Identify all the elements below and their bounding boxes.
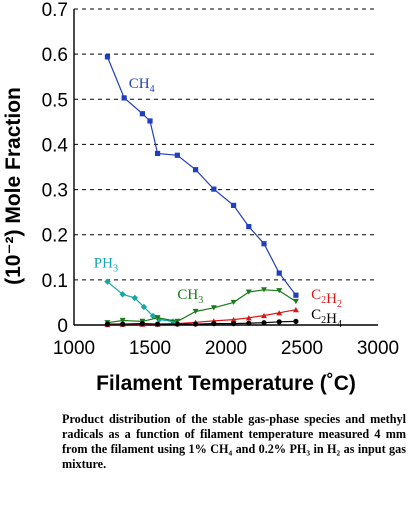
series-line-ch4	[106, 56, 297, 296]
data-point-c2h4	[231, 321, 237, 327]
data-point-c2h4	[193, 321, 199, 327]
data-point-c2h4	[261, 320, 267, 326]
series-label-c2h4: C2H4	[311, 307, 342, 330]
data-point-c2h2	[276, 310, 283, 316]
data-point-ch4	[193, 167, 199, 173]
series-label-subscript: 2	[321, 295, 326, 306]
data-point-ph3	[140, 303, 148, 311]
data-point-ph3	[119, 291, 126, 298]
data-point-ph3	[149, 312, 157, 320]
series-line-ch3	[107, 289, 297, 324]
data-point-c2h4	[276, 319, 282, 325]
series-label-subscript: 4	[337, 319, 342, 330]
x-tick-label: 2500	[281, 338, 323, 359]
y-tick-label: 0.5	[42, 90, 68, 111]
x-axis-title: Filament Temperature (˚C)	[96, 372, 356, 395]
data-point-ch3	[292, 298, 299, 305]
series-label-subscript: 2	[321, 315, 326, 326]
y-tick-label: 0.2	[42, 226, 68, 247]
series-label-base: C	[311, 287, 321, 303]
data-point-ch3	[261, 287, 267, 293]
data-point-c2h2	[261, 312, 267, 319]
data-point-c2h4	[139, 321, 145, 327]
y-tick-labels: 0 0.1 0.2 0.3 0.4 0.5 0.6 0.7	[42, 0, 69, 337]
data-point-ch4	[276, 270, 282, 276]
series-label-subscript: 2	[337, 299, 342, 310]
x-tick-label: 3000	[357, 338, 399, 359]
series-group	[104, 54, 299, 328]
data-point-ch3	[245, 289, 252, 295]
data-point-ph3	[104, 278, 111, 285]
series-label-subscript: 4	[150, 84, 155, 95]
data-point-ch4	[261, 241, 267, 247]
grid-lines	[74, 8, 378, 281]
data-point-ch4	[211, 186, 217, 192]
data-point-ch3	[154, 315, 161, 321]
data-point-ch4	[147, 118, 153, 124]
x-tick-labels: 1000 1500 2000 2500 3000	[53, 338, 399, 359]
axes	[73, 9, 378, 326]
data-point-ch3	[230, 299, 237, 306]
data-point-ch3	[119, 317, 126, 324]
y-tick-label: 0	[57, 316, 68, 337]
y-axis-title: (10⁻²) Mole Fraction	[2, 87, 25, 285]
data-point-c2h4	[174, 321, 180, 327]
data-point-ch3	[192, 308, 199, 315]
data-point-ph3	[131, 294, 138, 302]
series-label-base: CH	[129, 76, 150, 92]
data-point-ch4	[121, 95, 127, 101]
series-label-base: H	[326, 291, 337, 307]
series-label-base: PH	[94, 256, 113, 272]
series-ph3	[104, 278, 176, 325]
series-label-base: CH	[177, 287, 198, 303]
x-tick-label: 2000	[205, 338, 247, 359]
series-label-base: H	[326, 311, 337, 327]
data-point-ch4	[231, 202, 237, 208]
figure-caption: Product distribution of the stable gas-p…	[62, 412, 406, 471]
series-label-subscript: 3	[198, 295, 203, 306]
data-point-c2h4	[155, 321, 161, 327]
series-label-subscript: 3	[113, 264, 118, 275]
data-point-ch3	[276, 288, 283, 294]
series-label-base: C	[311, 307, 321, 323]
y-tick-label: 0.7	[42, 0, 68, 21]
data-point-c2h4	[246, 320, 252, 326]
series-ch3	[104, 287, 299, 326]
data-point-c2h4	[120, 321, 126, 327]
data-point-ch4	[246, 223, 252, 230]
x-tick-label: 1500	[129, 338, 171, 359]
data-point-c2h4	[293, 318, 299, 324]
data-point-ch4	[139, 111, 145, 117]
data-point-c2h4	[211, 321, 217, 327]
series-line-ph3	[107, 281, 173, 322]
series-label-ch3: CH3	[177, 287, 203, 306]
x-tick-label: 1000	[53, 338, 95, 359]
data-point-ch4	[293, 292, 299, 298]
data-point-c2h2	[292, 307, 299, 313]
series-label-c2h2: C2H2	[311, 287, 342, 310]
y-tick-label: 0.1	[42, 271, 68, 292]
y-tick-label: 0.3	[42, 181, 68, 202]
data-point-ch4	[155, 150, 161, 157]
data-point-c2h2	[230, 316, 237, 323]
y-tick-label: 0.6	[42, 45, 68, 66]
data-point-c2h4	[104, 321, 111, 327]
y-tick-label: 0.4	[42, 135, 69, 156]
series-label-ph3: PH3	[94, 256, 118, 275]
data-point-ch4	[174, 152, 180, 158]
series-c2h4	[104, 318, 299, 327]
series-label-ch4: CH4	[129, 76, 155, 95]
data-point-c2h2	[245, 315, 252, 321]
chart: 0 0.1 0.2 0.3 0.4 0.5 0.6 0.7 1000 1500 2000 2500 3…	[2, 0, 399, 395]
series-ch4	[104, 54, 299, 298]
data-point-ch3	[210, 305, 217, 311]
data-point-ch4	[104, 54, 111, 60]
